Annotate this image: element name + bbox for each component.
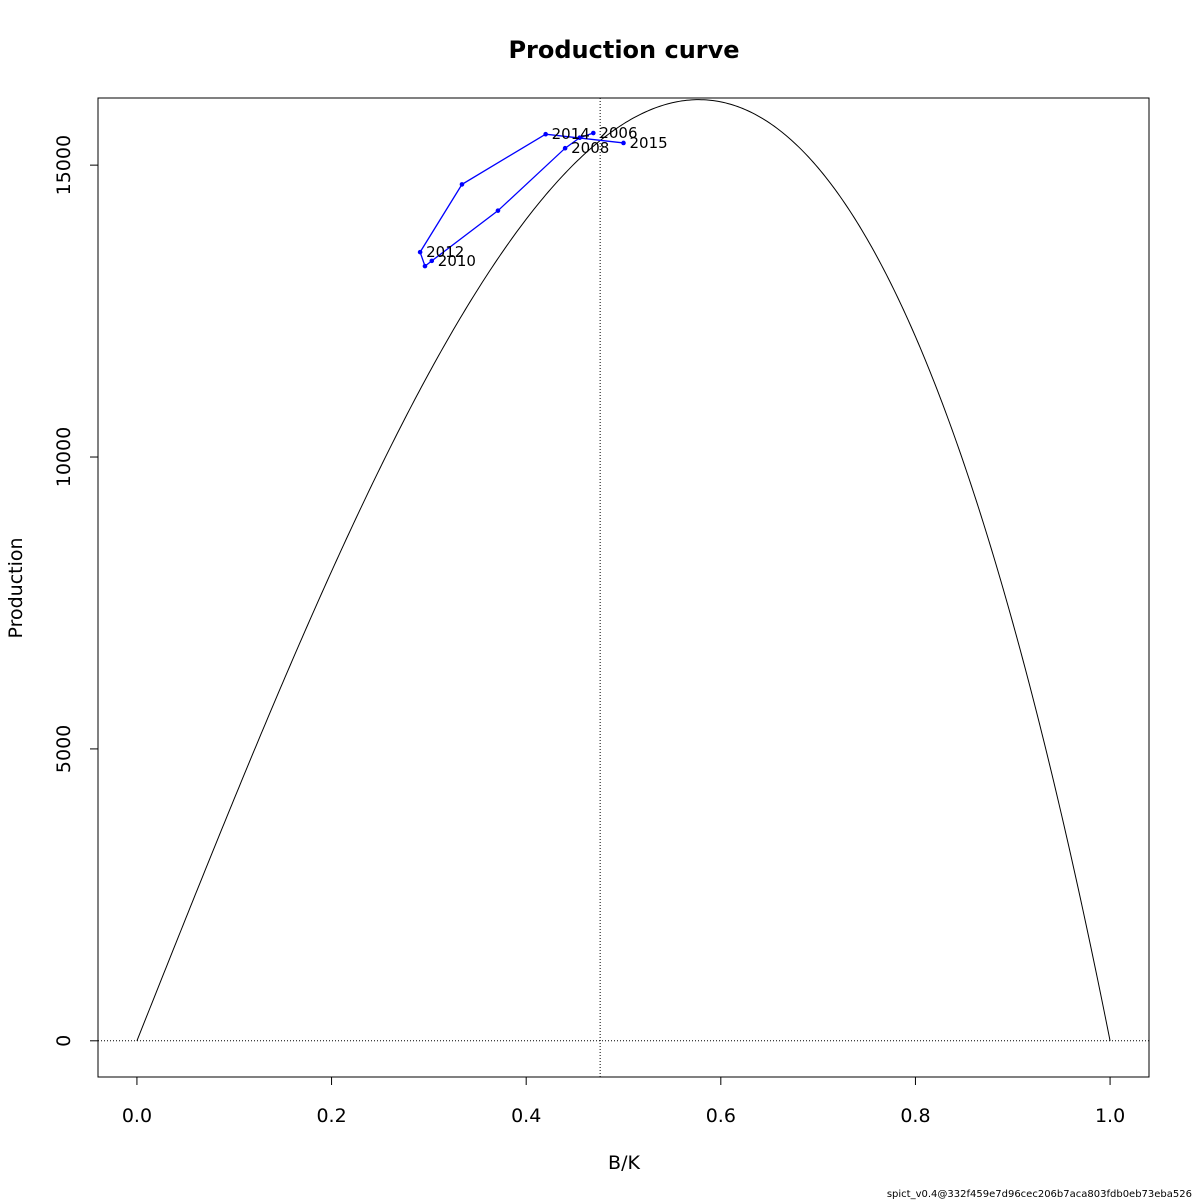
point-year-label: 2014	[552, 125, 590, 143]
y-tick-label: 10000	[53, 427, 75, 487]
point-year-label: 2015	[630, 134, 668, 152]
point-year-label: 2008	[571, 139, 609, 157]
plot-frame	[97, 97, 1150, 1078]
series-point	[543, 131, 548, 137]
footer-version: spict_v0.4@332f459e7d96cec206b7aca803fdb…	[887, 1189, 1192, 1200]
series-point	[417, 249, 423, 255]
point-year-label: 2012	[426, 243, 464, 261]
series-point	[429, 258, 435, 264]
series-point	[495, 208, 501, 213]
series-line	[419, 132, 624, 268]
x-axis-label: B/K	[608, 1152, 640, 1174]
x-tick-label: 0.4	[511, 1105, 541, 1127]
x-tick-label: 0.0	[122, 1105, 152, 1127]
series-point	[621, 140, 626, 146]
y-tick-label: 0	[53, 1035, 75, 1047]
series-point	[562, 145, 568, 151]
y-tick-label: 5000	[53, 725, 75, 773]
point-year-label: 2006	[599, 124, 637, 142]
series-point	[459, 182, 465, 187]
chart-title: Production curve	[508, 36, 739, 64]
series-point	[577, 135, 583, 140]
x-tick-label: 0.6	[706, 1105, 736, 1127]
y-axis-label: Production	[5, 537, 27, 638]
point-year-label: 2010	[438, 252, 476, 270]
series-point	[591, 130, 596, 136]
x-tick-label: 0.2	[316, 1105, 346, 1127]
y-tick-label: 15000	[53, 135, 75, 195]
x-tick-label: 0.8	[900, 1105, 930, 1127]
production-curve-line	[136, 99, 1111, 1041]
x-tick-label: 1.0	[1095, 1105, 1125, 1127]
series-point	[422, 263, 428, 269]
